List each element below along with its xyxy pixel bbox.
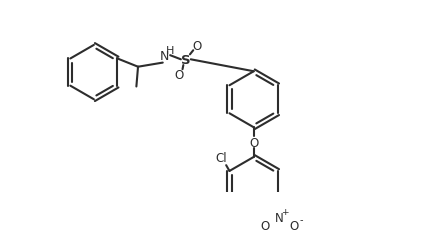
Text: H: H xyxy=(166,46,174,56)
Text: -: - xyxy=(299,215,303,225)
Text: O: O xyxy=(193,40,202,53)
Text: N: N xyxy=(275,211,284,224)
Text: +: + xyxy=(281,207,289,216)
Text: O: O xyxy=(175,68,184,81)
Text: N: N xyxy=(160,49,169,62)
Text: O: O xyxy=(290,219,299,231)
Text: Cl: Cl xyxy=(215,152,227,164)
Text: S: S xyxy=(181,54,190,67)
Text: O: O xyxy=(260,219,270,231)
Text: O: O xyxy=(249,136,258,149)
